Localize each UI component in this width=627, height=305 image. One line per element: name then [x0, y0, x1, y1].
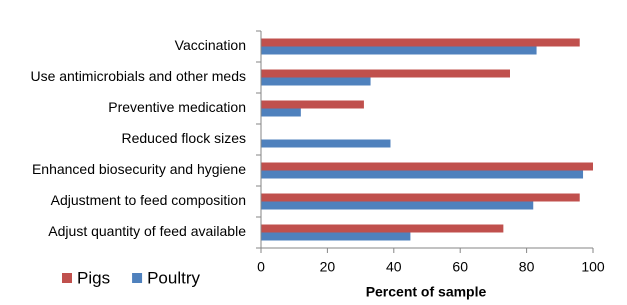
- legend-swatch: [62, 273, 72, 283]
- legend-swatch: [132, 273, 143, 283]
- x-tick-label: 80: [519, 259, 535, 275]
- y-tick-label: Use antimicrobials and other meds: [30, 68, 246, 84]
- bar: [261, 100, 364, 109]
- legend-label: Poultry: [147, 268, 200, 287]
- bar: [261, 108, 301, 117]
- bar: [261, 170, 584, 179]
- bar: [261, 232, 411, 241]
- x-tick-label: 20: [320, 259, 336, 275]
- bar: [261, 69, 510, 78]
- y-tick-label: Adjustment to feed composition: [51, 192, 246, 208]
- bar: [261, 162, 593, 171]
- bar: [261, 139, 391, 148]
- x-tick-label: 60: [452, 259, 468, 275]
- y-tick-label: Preventive medication: [108, 99, 246, 115]
- x-tick-label: 0: [257, 259, 265, 275]
- bar: [261, 38, 580, 47]
- bar: [261, 46, 537, 55]
- x-axis-title: Percent of sample: [366, 284, 487, 300]
- legend-label: Pigs: [77, 268, 110, 287]
- bar: [261, 77, 371, 86]
- x-tick-label: 100: [581, 259, 605, 275]
- y-tick-label: Adjust quantity of feed available: [48, 223, 246, 239]
- y-tick-label: Reduced flock sizes: [121, 130, 246, 146]
- y-tick-label: Enhanced biosecurity and hygiene: [32, 161, 246, 177]
- bar: [261, 224, 504, 233]
- bar: [261, 201, 534, 210]
- x-tick-label: 40: [386, 259, 402, 275]
- y-tick-label: Vaccination: [175, 37, 246, 53]
- bar: [261, 193, 580, 202]
